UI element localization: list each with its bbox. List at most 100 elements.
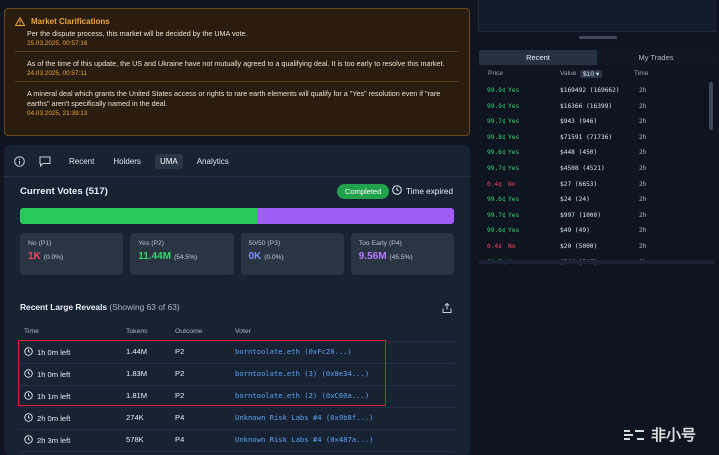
clock-icon <box>392 185 402 197</box>
trade-row[interactable]: 99.7¢ Yes $943 (946) 2h <box>479 114 715 130</box>
vote-boxes: No (P1) 1K (0.0%) Yes (P2) 11.44M (54.5%) … <box>20 233 454 275</box>
uma-card: Recent Holders UMA Analytics Current Vot… <box>4 145 470 455</box>
trade-time: 2h <box>639 87 647 94</box>
row-divider <box>20 429 454 430</box>
table-row[interactable]: 1h 1m left 1.81M P2 borntoolate.eth (2) (0x… <box>20 386 454 407</box>
trade-price: 0.4¢ <box>487 180 502 188</box>
trade-row[interactable]: 99.9¢ Yes $169492 (169662) 2h <box>479 83 715 99</box>
trade-row[interactable]: 99.6¢ Yes $448 (450) 2h <box>479 145 715 161</box>
row-tokens: 578K <box>126 435 144 444</box>
clarifications-header: Market Clarifications <box>15 15 459 27</box>
row-time-text: 1h 0m left <box>37 370 71 379</box>
tab-recent-trades[interactable]: Recent <box>479 50 597 65</box>
value-filter-select[interactable]: $10 ▾ <box>580 70 603 78</box>
tab-my-trades[interactable]: My Trades <box>597 50 715 65</box>
row-voter-link[interactable]: borntoolate.eth (0xFc20...) <box>235 347 352 356</box>
row-tokens: 1.83M <box>126 369 148 378</box>
tab-recent[interactable]: Recent <box>69 156 95 166</box>
trade-row[interactable]: 99.7¢ Yes $4508 (4521) 2h <box>479 161 715 177</box>
vote-box-label: No (P1) <box>28 240 52 247</box>
vote-box-fifty-fifty: 50/50 (P3) 0K (0.0%) <box>240 233 344 275</box>
row-voter-link[interactable]: borntoolate.eth (3) (0x8e34...) <box>235 369 370 378</box>
trade-row[interactable]: 99.9¢ Yes $16366 (16399) 2h <box>479 99 715 115</box>
row-time: 2h 0m left <box>24 413 70 424</box>
tab-divider <box>4 176 470 177</box>
vote-box-value: 1K <box>28 251 41 262</box>
comment-icon[interactable] <box>38 154 52 168</box>
table-row[interactable]: 2h 0m left 274K P4 Unknown Risk Labs #4 (0x… <box>20 408 454 429</box>
trade-side: Yes <box>508 227 520 235</box>
row-time-text: 1h 1m left <box>37 392 71 401</box>
trades-header-price: Price <box>488 70 504 77</box>
trade-price: 99.6¢ <box>487 227 506 235</box>
row-tokens: 1.44M <box>126 347 148 356</box>
clock-icon <box>24 435 33 446</box>
tab-bar: Recent Holders UMA Analytics <box>12 152 243 170</box>
trades-tabs: Recent My Trades <box>479 50 715 65</box>
vote-bar-too-early <box>256 208 454 224</box>
clarification-date: 24.03.2025, 00:57:11 <box>27 70 87 77</box>
left-panel: Market Clarifications Per the dispute pr… <box>4 8 470 455</box>
vote-distribution-bar <box>20 208 454 224</box>
trade-time: 2h <box>639 118 647 126</box>
row-divider <box>20 363 454 364</box>
table-row[interactable]: 1h 0m left 1.83M P2 borntoolate.eth (3) (0x… <box>20 364 454 385</box>
trade-row[interactable]: 99.8¢ Yes $71591 (71736) 2h <box>479 130 715 146</box>
row-divider <box>20 451 454 452</box>
clarification-text: As of the time of this update, the US an… <box>27 59 445 68</box>
col-header-voter: Voter <box>235 328 251 335</box>
vote-box-yes: Yes (P2) 11.44M (54.5%) <box>130 233 234 275</box>
trade-value: $169492 (169662) <box>560 87 620 94</box>
market-clarifications: Market Clarifications Per the dispute pr… <box>4 8 470 136</box>
drag-handle[interactable] <box>579 36 617 39</box>
tab-analytics[interactable]: Analytics <box>196 156 229 166</box>
tab-uma[interactable]: UMA <box>154 153 183 169</box>
trade-row[interactable]: 0.4¢ No $27 (6653) 2h <box>479 177 715 193</box>
reveals-title-text: Recent Large Reveals <box>20 302 108 312</box>
share-icon[interactable] <box>441 301 453 313</box>
row-voter-link[interactable]: borntoolate.eth (2) (0xC60a...) <box>235 391 370 400</box>
trade-value: $16366 (16399) <box>560 102 613 110</box>
trade-row[interactable]: 99.7¢ Yes $997 (1000) 2h <box>479 208 715 224</box>
vote-box-pct: (0.0%) <box>264 254 284 261</box>
trade-price: 99.7¢ <box>487 165 506 172</box>
row-outcome: P4 <box>175 413 185 422</box>
warning-icon <box>15 16 25 26</box>
row-time-text: 1h 0m left <box>37 348 71 357</box>
vote-box-label: Too Early (P4) <box>358 240 402 247</box>
watermark-logo-icon <box>623 428 645 442</box>
trade-price: 99.6¢ <box>487 149 506 157</box>
trade-time: 2h <box>639 211 647 219</box>
clarification-date: 25.03.2025, 00:57:16 <box>27 40 88 47</box>
trade-row[interactable]: 0.4¢ No $20 (5000) 2h <box>479 239 715 255</box>
trade-side: No <box>508 243 516 250</box>
trade-value: $997 (1000) <box>560 211 601 219</box>
info-icon[interactable] <box>12 154 26 168</box>
tab-holders[interactable]: Holders <box>113 156 141 166</box>
trade-value: $71591 (71736) <box>560 133 613 141</box>
trade-time: 2h <box>639 102 647 110</box>
trade-row[interactable]: 99.6¢ Yes $24 (24) 2h <box>479 192 715 208</box>
vote-box-value: 9.56M <box>358 251 387 262</box>
clarification-item: Per the dispute process, this market wil… <box>15 27 459 52</box>
row-voter-link[interactable]: Unknown Risk Labs #4 (0x487a...) <box>235 435 374 444</box>
recent-reveals-title: Recent Large Reveals (Showing 63 of 63) <box>20 302 180 312</box>
col-header-outcome: Outcome <box>175 328 203 335</box>
trade-time: 2h <box>639 227 647 235</box>
trade-value: $24 (24) <box>560 196 590 204</box>
right-panel-bottom <box>479 260 715 264</box>
trade-row[interactable]: 99.6¢ Yes $49 (49) 2h <box>479 223 715 239</box>
vote-box-value: 11.44M <box>138 251 172 262</box>
trade-value: $943 (946) <box>560 118 598 126</box>
trades-scrollbar[interactable] <box>709 82 713 130</box>
vote-box-no: No (P1) 1K (0.0%) <box>20 233 124 275</box>
row-voter-link[interactable]: Unknown Risk Labs #4 (0x9b8f...) <box>235 413 374 422</box>
watermark: 非小号 <box>623 424 696 445</box>
clarification-item: A mineral deal which grants the United S… <box>15 82 459 121</box>
current-votes-title: Current Votes (517) <box>20 186 108 197</box>
row-outcome: P2 <box>175 347 185 356</box>
table-header-divider <box>20 341 454 342</box>
row-outcome: P2 <box>175 369 185 378</box>
table-row[interactable]: 1h 0m left 1.44M P2 borntoolate.eth (0xFc20… <box>20 342 454 363</box>
table-row[interactable]: 2h 3m left 578K P4 Unknown Risk Labs #4 (0x… <box>20 430 454 451</box>
